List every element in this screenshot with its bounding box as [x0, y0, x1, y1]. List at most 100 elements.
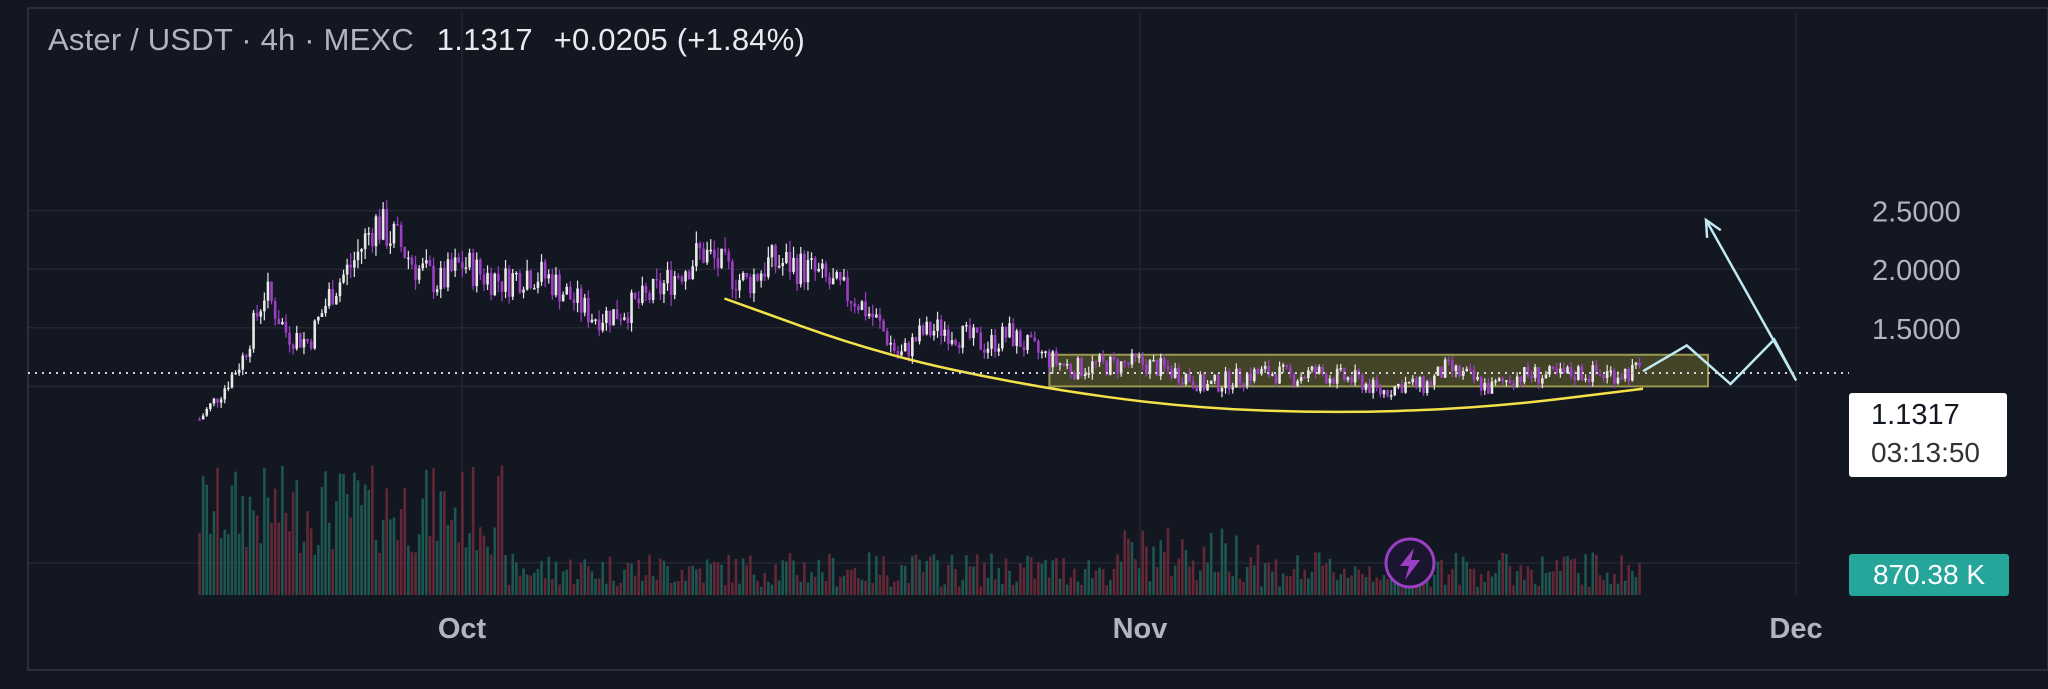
volume-bar: [335, 500, 338, 595]
candle-body: [637, 298, 641, 304]
volume-bar: [1541, 556, 1544, 595]
candle-body: [619, 319, 623, 321]
candle-body: [1433, 375, 1436, 385]
candle-body: [1386, 390, 1389, 396]
lightning-icon[interactable]: [1384, 537, 1436, 589]
candle-body: [1400, 383, 1404, 393]
volume-bar: [471, 467, 475, 595]
volume-bar: [342, 474, 345, 595]
candle-body: [1361, 375, 1364, 390]
volume-bar: [1137, 568, 1141, 595]
candle-body: [1512, 383, 1515, 387]
volume-bar: [529, 575, 533, 595]
volume-bar: [831, 557, 835, 595]
volume-bar: [623, 569, 626, 595]
volume-bar: [1613, 573, 1616, 595]
volume-bar: [1101, 569, 1105, 595]
candle-body: [918, 325, 921, 342]
candle-body: [723, 248, 727, 252]
candle-body: [1598, 374, 1602, 376]
volume-bar: [479, 527, 482, 595]
volume-bar: [1317, 552, 1321, 595]
candle-body: [1613, 370, 1616, 384]
candle-body: [230, 374, 234, 388]
projection-path[interactable]: [1642, 217, 1798, 386]
volume-bar: [1519, 565, 1523, 595]
volume-bar: [824, 580, 828, 595]
volume-bar: [1555, 560, 1559, 595]
volume-bar: [767, 581, 770, 595]
volume-bar: [936, 560, 939, 595]
candle-body: [302, 339, 306, 348]
candle-body: [299, 333, 302, 348]
volume-bar: [291, 492, 295, 595]
candle-body: [1346, 377, 1350, 380]
volume-bar: [1188, 566, 1191, 595]
candle-body: [482, 274, 486, 285]
volume-bar: [486, 546, 489, 595]
volume-bar: [1073, 568, 1076, 595]
volume-bar: [439, 491, 443, 595]
volume-bar: [1479, 573, 1483, 595]
volume-bar: [493, 527, 497, 595]
volume-bar: [309, 528, 313, 595]
volume-bar: [929, 556, 932, 595]
candle-body: [1065, 364, 1069, 366]
volume-bar: [705, 559, 709, 595]
volume-bar: [227, 534, 230, 595]
candle-body: [381, 209, 385, 240]
volume-bar: [551, 579, 554, 595]
volume-bar: [680, 569, 684, 595]
volume-bar: [731, 582, 734, 595]
candle-body: [849, 301, 853, 304]
volume-bar: [738, 583, 741, 595]
symbol-label[interactable]: Aster / USDT · 4h · MEXC: [48, 22, 414, 57]
volume-bar: [972, 566, 975, 595]
candle-body: [925, 321, 929, 335]
candle-body: [813, 258, 817, 272]
candle-body: [446, 259, 450, 288]
volume-bar: [1415, 586, 1418, 595]
volume-bar: [1008, 570, 1011, 595]
candle-body: [1454, 365, 1458, 372]
volume-bar: [273, 488, 277, 595]
candle-body: [990, 334, 993, 349]
candle-body: [1080, 358, 1083, 376]
volume-bar: [727, 554, 731, 595]
volume-bar: [806, 582, 810, 595]
candle-body: [954, 340, 957, 345]
candle-body: [1418, 376, 1422, 388]
candle-body: [1638, 362, 1641, 366]
volume-bar: [1472, 568, 1476, 595]
volume-bar: [1566, 556, 1569, 595]
candle-body: [612, 309, 615, 326]
volume-bar: [259, 543, 263, 595]
candle-body: [291, 344, 295, 349]
volume-bar: [576, 578, 579, 595]
candle-body: [432, 265, 435, 293]
candle-body: [1325, 374, 1328, 384]
volume-bar: [371, 465, 374, 595]
volume-bar: [1292, 569, 1296, 595]
candle-body: [957, 344, 961, 348]
candle-body: [273, 301, 277, 319]
candle-body: [1188, 373, 1191, 382]
range-box[interactable]: [1048, 353, 1709, 388]
candle-body: [540, 261, 543, 282]
volume-bar: [1159, 540, 1163, 595]
volume-bar: [1353, 566, 1357, 595]
volume-bar: [1051, 560, 1055, 595]
candle-body: [666, 270, 669, 284]
candle-body: [921, 325, 925, 335]
candle-body: [1217, 374, 1220, 392]
rounded-bottom-curve[interactable]: [724, 297, 1644, 414]
volume-bar: [507, 584, 511, 595]
volume-bar: [943, 584, 947, 595]
volume-bar: [896, 580, 900, 595]
candle-body: [587, 297, 590, 323]
volume-bar: [853, 567, 857, 595]
volume-bar: [1069, 577, 1073, 595]
candle-body: [511, 273, 515, 297]
